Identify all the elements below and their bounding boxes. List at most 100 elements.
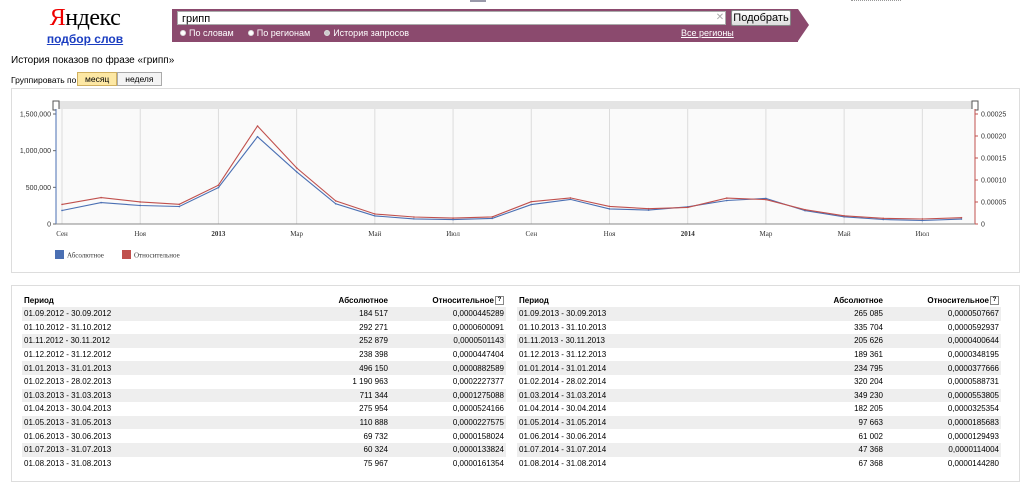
cell-relative: 0,0000144280 xyxy=(947,458,999,468)
data-point xyxy=(530,203,533,206)
search-button[interactable]: Подобрать xyxy=(731,10,791,26)
data-point xyxy=(804,208,806,211)
table-row: 01.11.2012 - 30.11.2012 252 879 0,00005011… xyxy=(22,334,506,348)
data-point xyxy=(295,171,298,173)
cell-absolute: 320 204 xyxy=(854,377,883,387)
cell-period: 01.06.2014 - 30.06.2014 xyxy=(519,431,607,441)
history-chart-panel: Сен Ноя 2013 Мар Май Июл Сен Ноя 2014 Мар Май Июл 1,… xyxy=(11,88,1020,273)
cell-absolute: 110 888 xyxy=(206,415,390,430)
table-row: 01.02.2013 - 28.02.2013 1 190 963 0,000222… xyxy=(22,375,506,389)
cell-absolute: 67 368 xyxy=(858,458,883,468)
chart-scroll-handle-left[interactable] xyxy=(52,100,60,111)
data-point xyxy=(61,203,63,206)
table-row: 01.10.2013 - 31.10.2013 335 704 0,00005929… xyxy=(517,321,1001,335)
history-chart: Сен Ноя 2013 Мар Май Июл Сен Ноя 2014 Мар Май Июл 1,… xyxy=(20,100,1006,260)
logo-wordmark: Яндекс xyxy=(40,6,130,30)
series-line-relative xyxy=(61,125,962,220)
cell-absolute: 238 398 xyxy=(359,350,388,360)
cell-relative: 0,0000445289 xyxy=(390,307,506,321)
col-relative: Относительное? xyxy=(390,294,506,307)
cell-absolute: 205 626 xyxy=(701,334,885,348)
cell-relative: 0,0000348195 xyxy=(947,350,999,360)
mode-by-regions[interactable]: По регионам xyxy=(247,28,310,38)
data-point xyxy=(217,186,220,189)
chart-scroll-track[interactable] xyxy=(56,101,975,109)
group-by-toggle: месяц неделя xyxy=(77,72,162,86)
cell-relative: 0,0000129493 xyxy=(947,431,999,441)
cell-period: 01.09.2013 - 30.09.2013 xyxy=(517,307,701,321)
table-row: 01.08.2013 - 31.08.2013 75 967 0,000016135… xyxy=(22,457,506,471)
data-point xyxy=(413,218,415,220)
data-point xyxy=(295,167,298,169)
logo-rest: ндекс xyxy=(65,5,121,31)
regions-link[interactable]: Все регионы xyxy=(681,28,734,38)
table-row: 01.05.2014 - 31.05.2014 97 663 0,000018568… xyxy=(517,415,1001,430)
mode-by-words[interactable]: По словам xyxy=(180,28,234,38)
col-relative: Относительное? xyxy=(885,294,1001,307)
y-right-tick-label: 0.00020 xyxy=(981,134,1006,141)
x-tick-label: 2013 xyxy=(211,230,226,238)
table-row: 01.03.2014 - 31.03.2014 349 230 0,00005538… xyxy=(517,388,1001,403)
data-point xyxy=(960,218,963,220)
table-row: 01.12.2013 - 31.12.2013 189 361 0,00003481… xyxy=(517,348,1001,362)
help-icon[interactable]: ? xyxy=(495,296,504,306)
cell-absolute: 265 085 xyxy=(701,307,885,321)
cell-period: 01.04.2014 - 30.04.2014 xyxy=(519,404,607,414)
cell-relative: 0,0000325354 xyxy=(947,404,999,414)
radio-icon xyxy=(247,30,254,36)
table-row: 01.07.2014 - 31.07.2014 47 368 0,000011400… xyxy=(517,442,1001,457)
top-dotted-link[interactable] xyxy=(851,0,901,1)
cell-relative: 0,0000588731 xyxy=(947,377,999,387)
cell-absolute: 61 002 xyxy=(858,431,883,441)
x-tick-label: Ноя xyxy=(134,230,146,238)
mode-history[interactable]: История запросов xyxy=(324,28,409,38)
table-row: 01.09.2013 - 30.09.2013 265 085 0,00005076… xyxy=(517,307,1001,321)
data-point xyxy=(647,207,650,210)
y-left-tick-label: 0 xyxy=(47,222,51,229)
group-month-button[interactable]: месяц xyxy=(77,72,118,86)
x-tick-label: 2014 xyxy=(681,230,696,238)
cell-period: 01.10.2012 - 31.10.2012 xyxy=(24,322,112,332)
logo-subtitle-link[interactable]: подбор слов xyxy=(46,32,124,46)
y-left-tick-label: 1,000,000 xyxy=(20,148,51,155)
col-absolute: Абсолютное xyxy=(338,296,388,305)
logo-first-letter: Я xyxy=(49,5,66,31)
cell-absolute: 75 967 xyxy=(363,458,388,468)
table-row: 01.08.2014 - 31.08.2014 67 368 0,000014428… xyxy=(517,457,1001,471)
data-point xyxy=(139,204,142,207)
cell-relative: 0,0000600091 xyxy=(452,322,504,332)
cell-absolute: 335 704 xyxy=(854,322,883,332)
data-point xyxy=(921,219,924,222)
cell-relative: 0,0000882589 xyxy=(390,361,506,375)
cell-relative: 0,0000185683 xyxy=(885,415,1001,430)
table-row: 01.03.2013 - 31.03.2013 711 344 0,00012750… xyxy=(22,388,506,403)
history-table-left: Период Абсолютное Относительное? 01.09.2… xyxy=(22,294,506,470)
cell-period: 01.02.2014 - 28.02.2014 xyxy=(519,377,607,387)
mode-label: По словам xyxy=(189,28,234,38)
y-right-tick-label: 0.00005 xyxy=(981,200,1006,207)
cell-period: 01.08.2014 - 31.08.2014 xyxy=(519,458,607,468)
cell-period: 01.04.2013 - 30.04.2013 xyxy=(24,404,112,414)
table-row: 01.11.2013 - 30.11.2013 205 626 0,00004006… xyxy=(517,334,1001,348)
table-row: 01.04.2013 - 30.04.2013 275 954 0,00005241… xyxy=(22,402,506,416)
search-panel-arrow xyxy=(798,9,809,41)
help-icon[interactable]: ? xyxy=(990,296,999,306)
yandex-logo[interactable]: Яндекс подбор слов xyxy=(40,6,130,46)
cell-period: 01.11.2012 - 30.11.2012 xyxy=(22,334,206,348)
clear-icon[interactable]: ✕ xyxy=(715,12,725,23)
group-week-button[interactable]: неделя xyxy=(117,72,162,86)
chart-scroll-handle-right[interactable] xyxy=(971,100,979,111)
data-point xyxy=(178,203,181,206)
cell-relative: 0,0000447404 xyxy=(452,350,504,360)
data-point xyxy=(217,184,220,186)
cell-absolute: 275 954 xyxy=(359,404,388,414)
data-point xyxy=(256,135,259,138)
legend-swatch xyxy=(122,250,131,259)
cell-absolute: 189 361 xyxy=(854,350,883,360)
x-tick-label: Май xyxy=(368,230,381,238)
cell-period: 01.10.2013 - 31.10.2013 xyxy=(519,322,607,332)
x-tick-label: Сен xyxy=(525,230,537,238)
search-input[interactable]: грипп xyxy=(177,11,726,25)
cell-relative: 0,0000501143 xyxy=(390,334,506,348)
cell-period: 01.01.2014 - 31.01.2014 xyxy=(517,361,701,375)
